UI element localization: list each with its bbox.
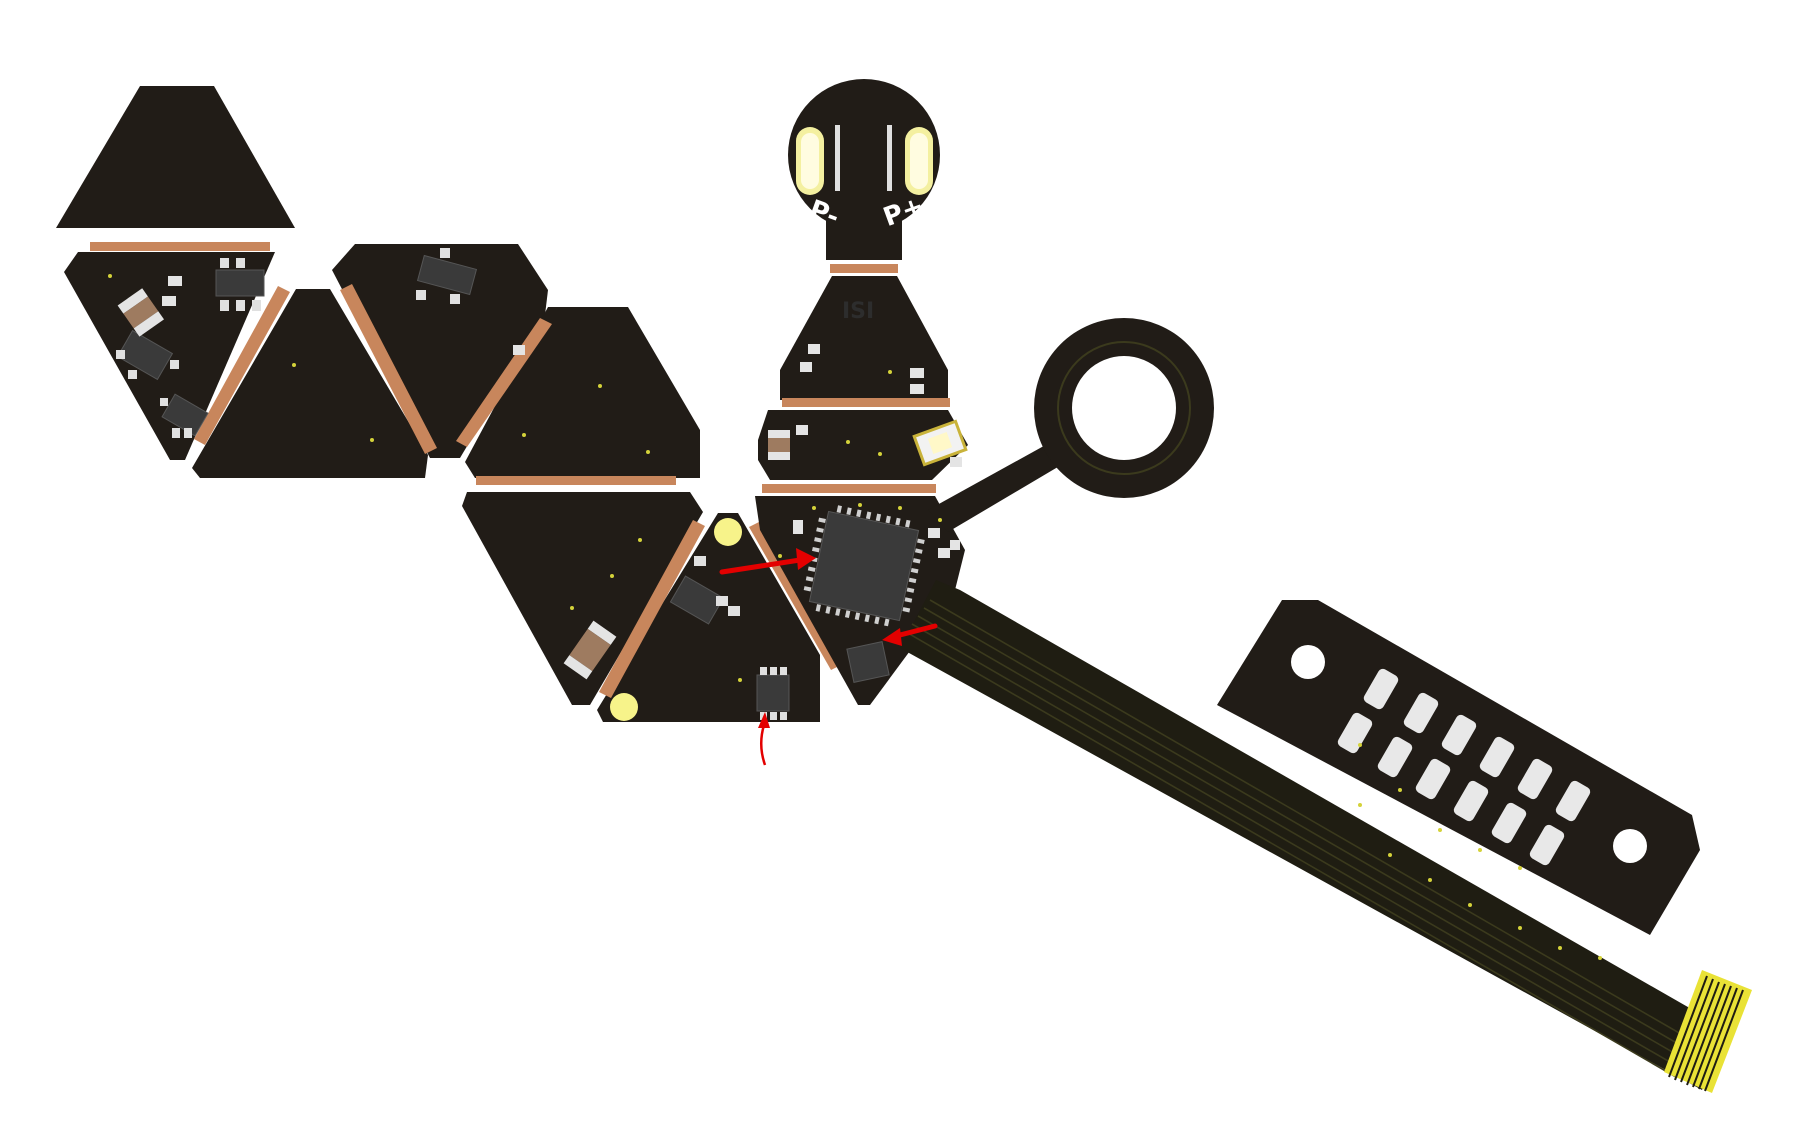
mounting-ring-icon xyxy=(928,318,1214,532)
flex-traces xyxy=(905,599,1701,1078)
edge-connector-icon xyxy=(1664,970,1752,1093)
sot23-chip-5 xyxy=(669,556,740,625)
test-point-1 xyxy=(714,518,742,546)
hinge-9 xyxy=(782,398,950,407)
vias xyxy=(108,274,1602,960)
annotation-arrow-2 xyxy=(882,623,938,646)
ic-marking: ISI xyxy=(842,299,874,324)
hinge-3 xyxy=(340,284,437,454)
mcu-qfn-chip xyxy=(803,505,925,627)
led-component xyxy=(912,419,968,467)
annotation-arrow-1 xyxy=(719,548,816,575)
hinge-2 xyxy=(194,286,290,445)
test-point-2 xyxy=(610,693,638,721)
battery-pad-icon xyxy=(788,79,940,260)
pcb-panel-8 xyxy=(780,276,948,400)
capacitor-large-1 xyxy=(117,288,165,337)
pcb-panel-4 xyxy=(332,244,548,458)
connector-board xyxy=(1217,600,1700,935)
hinge-1 xyxy=(90,242,270,251)
sot23-chip-2 xyxy=(416,248,478,304)
small-sensor-chip xyxy=(846,641,890,683)
flex-tail xyxy=(900,580,1728,1090)
hinge-6 xyxy=(599,520,705,698)
hinge-5 xyxy=(476,476,676,485)
hinge-4 xyxy=(456,318,552,447)
mount-hole-2 xyxy=(1613,829,1647,863)
pcb-panel-3 xyxy=(192,289,428,478)
pcb-panel-6 xyxy=(462,492,703,705)
hinge-8 xyxy=(830,264,898,273)
sot23-chip-4 xyxy=(160,393,209,438)
sot23-chip-1 xyxy=(215,258,265,311)
annotation-arrow-3 xyxy=(758,712,770,766)
pcb-panel-9 xyxy=(758,410,968,480)
pcb-panel-1 xyxy=(56,86,295,228)
connector-pads xyxy=(1337,668,1591,866)
small-passives xyxy=(162,276,962,558)
capacitor-3 xyxy=(768,430,790,460)
capacitor-large-2 xyxy=(563,620,617,680)
mount-hole-1 xyxy=(1291,645,1325,679)
sot23-chip-3 xyxy=(116,329,179,381)
hinge-10 xyxy=(762,484,936,493)
sot-6-chip xyxy=(756,667,790,720)
